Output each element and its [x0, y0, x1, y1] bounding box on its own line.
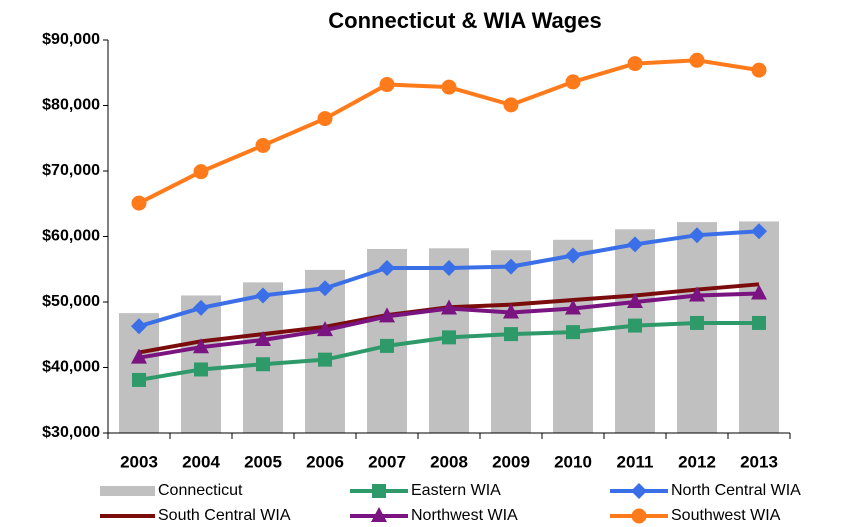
marker — [631, 483, 647, 499]
marker — [628, 318, 642, 333]
legend-label: South Central WIA — [158, 507, 291, 524]
marker — [751, 62, 767, 78]
marker — [371, 507, 387, 522]
marker — [372, 484, 386, 498]
marker — [689, 286, 705, 302]
x-tick-label: 2008 — [430, 452, 468, 471]
marker — [690, 315, 704, 330]
legend-label: North Central WIA — [671, 482, 801, 499]
y-tick-label: $80,000 — [42, 97, 100, 114]
marker — [131, 318, 147, 335]
legend-label: Northwest WIA — [411, 507, 518, 524]
x-tick-label: 2012 — [678, 452, 716, 471]
bar — [491, 250, 531, 433]
bar — [305, 269, 345, 433]
marker — [256, 357, 270, 372]
x-tick-label: 2006 — [306, 452, 344, 471]
marker — [627, 236, 643, 253]
marker — [194, 362, 208, 377]
marker — [689, 52, 705, 68]
marker — [379, 307, 395, 323]
marker — [504, 327, 518, 342]
marker — [131, 195, 147, 211]
marker — [317, 280, 333, 297]
marker — [380, 338, 394, 353]
x-tick-label: 2009 — [492, 452, 530, 471]
marker — [503, 303, 519, 319]
x-tick-label: 2004 — [182, 452, 220, 471]
x-tick-label: 2010 — [554, 452, 592, 471]
marker — [631, 508, 647, 524]
y-tick-label: $30,000 — [42, 424, 100, 441]
x-tick-label: 2007 — [368, 452, 406, 471]
marker — [193, 164, 209, 180]
marker — [752, 315, 766, 330]
y-tick-label: $50,000 — [42, 293, 100, 310]
x-tick-label: 2003 — [120, 452, 158, 471]
x-tick-label: 2005 — [244, 452, 282, 471]
marker — [566, 325, 580, 340]
marker — [255, 137, 271, 153]
marker — [318, 352, 332, 367]
marker — [689, 227, 705, 244]
marker — [441, 259, 457, 276]
marker — [193, 338, 209, 354]
legend-swatch — [100, 486, 155, 496]
legend-label: Connecticut — [158, 482, 243, 499]
y-tick-label: $90,000 — [42, 31, 100, 48]
y-tick-label: $40,000 — [42, 359, 100, 376]
marker — [379, 77, 395, 93]
x-tick-label: 2013 — [740, 452, 778, 471]
marker — [627, 293, 643, 308]
marker — [255, 287, 271, 304]
marker — [193, 299, 209, 316]
marker — [627, 56, 643, 72]
marker — [132, 372, 146, 387]
marker — [442, 330, 456, 345]
marker — [255, 330, 271, 346]
y-tick-label: $60,000 — [42, 228, 100, 245]
marker — [565, 299, 581, 315]
marker — [503, 258, 519, 275]
marker — [565, 74, 581, 90]
marker — [379, 259, 395, 276]
x-tick-label: 2011 — [617, 452, 654, 471]
marker — [441, 79, 457, 95]
marker — [503, 97, 519, 113]
marker — [317, 321, 333, 337]
marker — [441, 299, 457, 315]
marker — [751, 223, 767, 240]
marker — [131, 348, 147, 364]
marker — [751, 284, 767, 300]
marker — [565, 247, 581, 264]
marker — [317, 111, 333, 127]
legend-label: Southwest WIA — [671, 507, 781, 524]
legend-label: Eastern WIA — [411, 482, 501, 499]
y-tick-label: $70,000 — [42, 162, 100, 179]
chart-title: Connecticut & WIA Wages — [328, 8, 601, 33]
